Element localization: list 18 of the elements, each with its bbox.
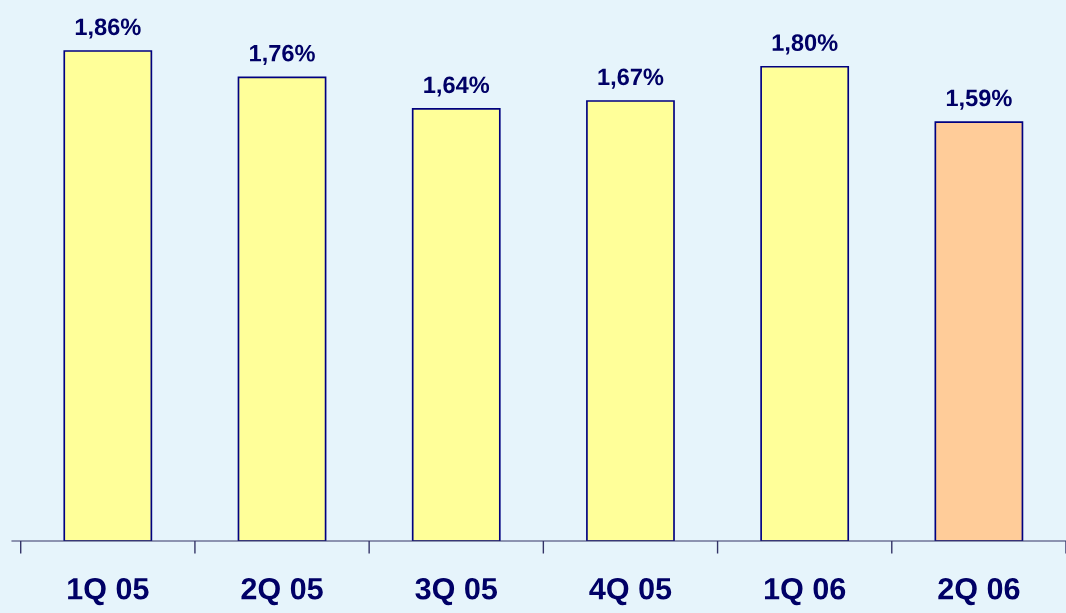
bar [237,76,327,541]
bar [760,65,850,541]
data-label: 1,64% [424,76,490,97]
bar [586,100,675,541]
data-label: 1,76% [250,44,315,65]
x-tick-label: 2Q 05 [241,577,323,606]
data-label: 1,59% [946,89,1012,110]
x-tick-label: 1Q 05 [68,577,149,606]
x-tick-label: 4Q 05 [589,577,672,606]
bar [411,108,501,541]
x-tick-label: 3Q 05 [415,577,498,606]
bar [63,50,153,541]
data-label: 1,80% [772,34,838,55]
data-label: 1,67% [598,68,664,89]
x-tick-label: 1Q 06 [764,577,846,606]
bar [934,121,1024,541]
x-tick-label: 2Q 06 [938,577,1020,606]
data-label: 1,86% [75,18,141,39]
